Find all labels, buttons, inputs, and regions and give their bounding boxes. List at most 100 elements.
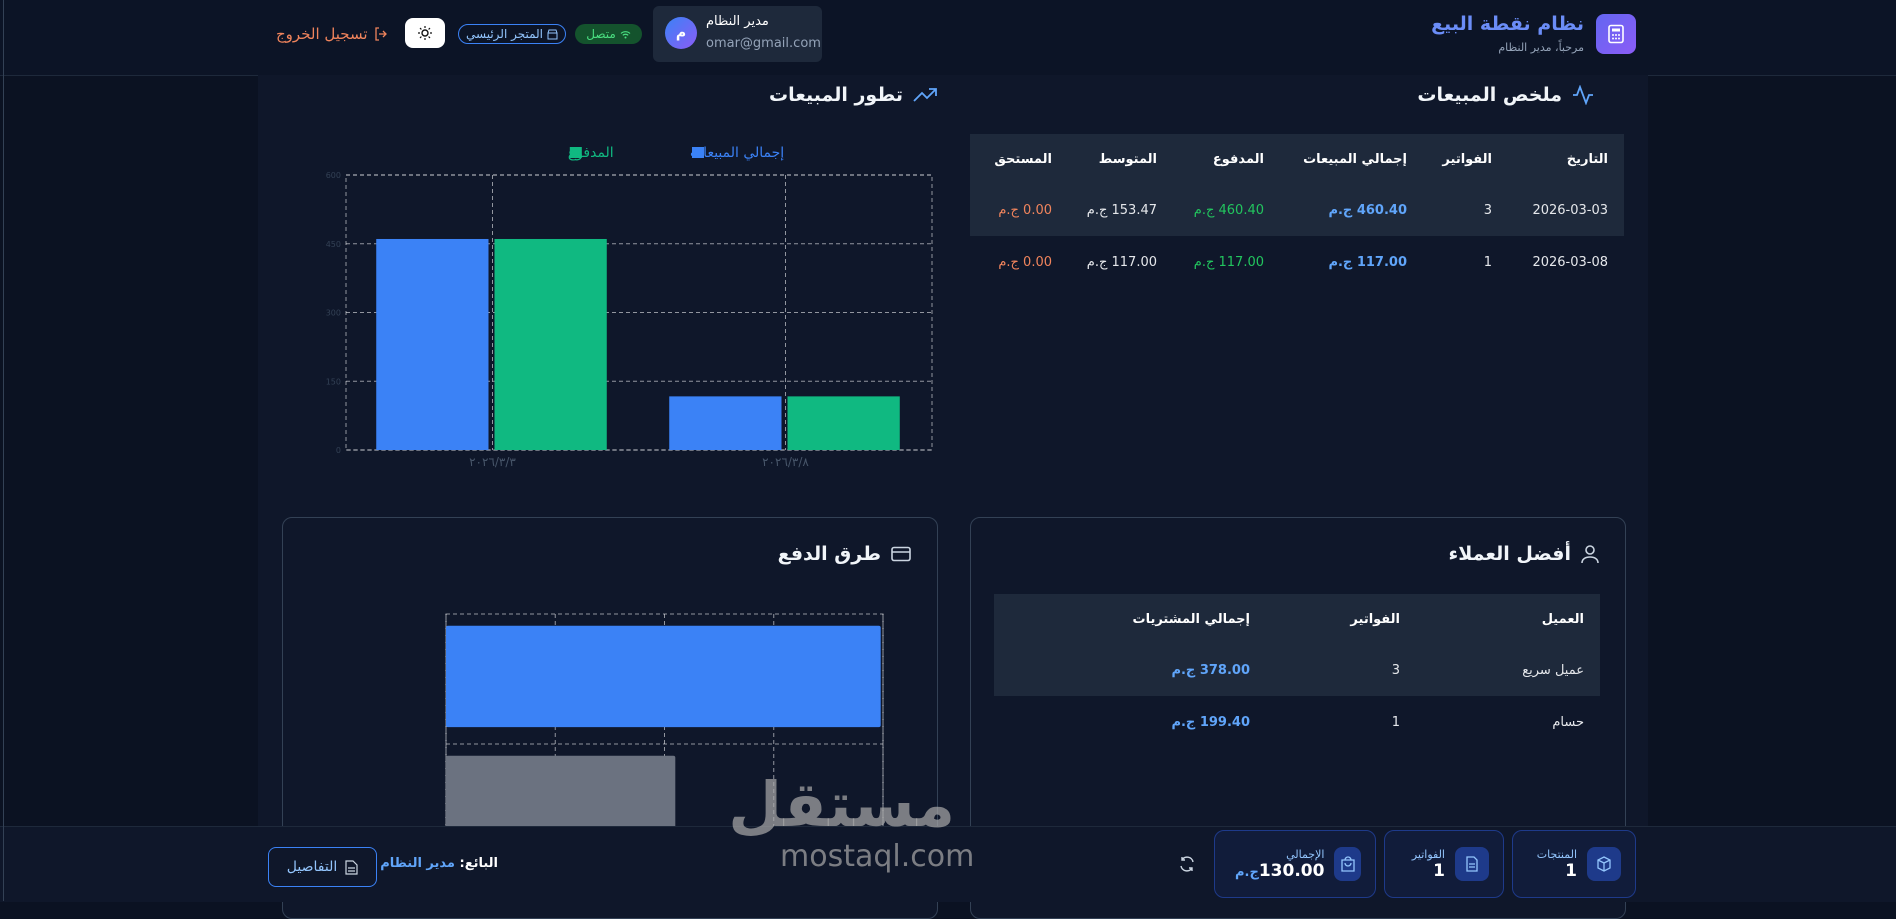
wifi-icon (620, 30, 631, 38)
stat-card: الإجمالي 130.00ج.م (1214, 830, 1376, 898)
column-header: إجمالي المبيعات (1280, 134, 1423, 184)
details-button[interactable]: التفاصيل (268, 847, 377, 887)
table-row: حسام 1 199.40 ج.م (994, 696, 1600, 748)
watermark: مستقل mostaql.com (728, 768, 975, 874)
seller-name: مدير النظام (380, 856, 455, 871)
logo (1596, 14, 1636, 54)
user-name: مدير النظام (706, 14, 769, 29)
table-cell: 2026-03-03 (1508, 184, 1624, 236)
table-cell: 3 (1423, 184, 1508, 236)
table-body: عميل سريع 3 378.00 ج.م حسام 1 199.40 ج.م (994, 644, 1600, 748)
y-tick-label: 0 (336, 446, 341, 455)
summary-title: ملخص المبيعات (1417, 84, 1562, 106)
refresh-button[interactable] (1179, 856, 1195, 872)
table-cell: 460.40 ج.م (1173, 184, 1280, 236)
stat-value: 130.00 (1258, 860, 1325, 881)
table-cell: 378.00 ج.م (994, 644, 1266, 696)
table-cell: 460.40 ج.م (1280, 184, 1423, 236)
column-header: المدفوع (1173, 134, 1280, 184)
header-row: التاريخ الفواتير إجمالي المبيعات المدفوع الم… (970, 134, 1624, 184)
store-pill[interactable]: المتجر الرئيسي (458, 24, 566, 44)
y-tick-label: 300 (326, 309, 341, 318)
sales-summary-table: التاريخ الفواتير إجمالي المبيعات المدفوع الم… (970, 134, 1624, 288)
customers-heading: أفضل العملاء (1449, 543, 1600, 565)
footer: المنتجات 1 الفواتير 1 الإجمالي 130.00ج.م ال… (0, 826, 1896, 902)
y-tick-label: 600 (326, 171, 341, 180)
watermark-latin: mostaql.com (780, 839, 975, 874)
bar (446, 625, 881, 728)
stat-value: 1 (1433, 860, 1445, 881)
seller: البائع: مدير النظام (380, 856, 498, 871)
sun-icon (418, 26, 432, 40)
watermark-arabic: مستقل (728, 768, 955, 841)
top-customers-table: العميل الفواتير إجمالي المشتريات عميل سريع 3… (994, 594, 1600, 748)
legend-label: المدفوع (568, 145, 614, 161)
column-header: العميل (1416, 594, 1600, 644)
status-text: متصل (586, 27, 616, 41)
activity-icon (1573, 85, 1593, 105)
column-header: المتوسط (1068, 134, 1173, 184)
table-cell: 1 (1391, 714, 1400, 730)
table-body: 2026-03-03 3 460.40 ج.م 460.40 ج.م 153.47 ج.… (970, 184, 1624, 288)
details-text: التفاصيل (286, 859, 338, 875)
stat-icon (1455, 847, 1489, 881)
table-cell: 117.00 ج.م (1193, 254, 1264, 270)
doc-icon (345, 859, 358, 875)
file-icon (1466, 856, 1478, 872)
table-cell: 1 (1483, 254, 1492, 270)
legend-label: إجمالي المبيعات (690, 145, 784, 161)
logout[interactable]: تسجيل الخروج (276, 25, 388, 43)
x-tick-label: ٢٠٢٦/٣/٣ (469, 455, 516, 469)
table-cell: 117.00 ج.م (1086, 254, 1157, 270)
user-email: omar@gmail.com (706, 36, 821, 51)
table-cell: 0.00 ج.م (970, 184, 1068, 236)
table-cell: 117.00 ج.م (1328, 254, 1407, 270)
logout-icon (374, 27, 387, 41)
stat-unit: ج.م (1235, 864, 1259, 880)
y-tick-label: 150 (326, 377, 341, 386)
logout-text: تسجيل الخروج (276, 25, 368, 43)
trend-icon (913, 88, 937, 102)
bag-icon (1341, 856, 1355, 872)
stat-text: الفواتير 1 (1412, 848, 1445, 881)
stat-icon (1334, 847, 1361, 881)
table-cell: 199.40 ج.م (1171, 714, 1250, 730)
user-icon (1581, 545, 1599, 564)
seller-label: البائع: (459, 856, 499, 871)
legend-swatch (569, 147, 582, 158)
stat-icon (1587, 847, 1621, 881)
box-icon (1597, 856, 1611, 872)
app-title: نظام نقطة البيع (1431, 13, 1584, 35)
stat-text: المنتجات 1 (1537, 848, 1577, 881)
calculator-icon (1608, 24, 1624, 44)
stat-card: الفواتير 1 (1384, 830, 1504, 898)
stat-label: الفواتير (1411, 847, 1445, 861)
theme-toggle[interactable] (405, 18, 445, 48)
store-icon (547, 29, 558, 39)
x-tick-label: ٢٠٢٦/٣/٨ (762, 455, 809, 469)
edge-line (3, 0, 4, 901)
stat-value: 1 (1565, 860, 1577, 881)
stat-card: المنتجات 1 (1512, 830, 1636, 898)
table-cell: 2026-03-08 (1532, 254, 1608, 270)
legend-swatch (692, 147, 704, 158)
trend-heading: تطور المبيعات (769, 84, 937, 106)
column-header: إجمالي المشتريات (994, 594, 1266, 644)
table-cell: 3 (1266, 644, 1416, 696)
table-row: 2026-03-08 1 117.00 ج.م 117.00 ج.م 117.00 ج.… (970, 236, 1624, 288)
status-pill: متصل (575, 24, 642, 44)
table-cell: عميل سريع (1416, 644, 1600, 696)
card-icon (891, 546, 911, 562)
store-text: المتجر الرئيسي (466, 27, 544, 41)
table-cell: 153.47 ج.م (1068, 184, 1173, 236)
stat-label: المنتجات (1536, 847, 1577, 861)
stat-label: الإجمالي (1286, 847, 1325, 861)
payments-heading: طرق الدفع (778, 543, 911, 565)
table-row: عميل سريع 3 378.00 ج.م (994, 644, 1600, 696)
charts: 0 150 300 450 600 ٢٠٢٦/٣/٣ ٢٠٢٦/٣/٨ إجمالي المب… (326, 145, 933, 826)
table-cell: 0.00 ج.م (998, 254, 1052, 270)
column-header: المستحق (970, 134, 1068, 184)
table-row: 2026-03-03 3 460.40 ج.م 460.40 ج.م 153.47 ج.… (970, 184, 1624, 236)
column-header: التاريخ (1508, 134, 1624, 184)
